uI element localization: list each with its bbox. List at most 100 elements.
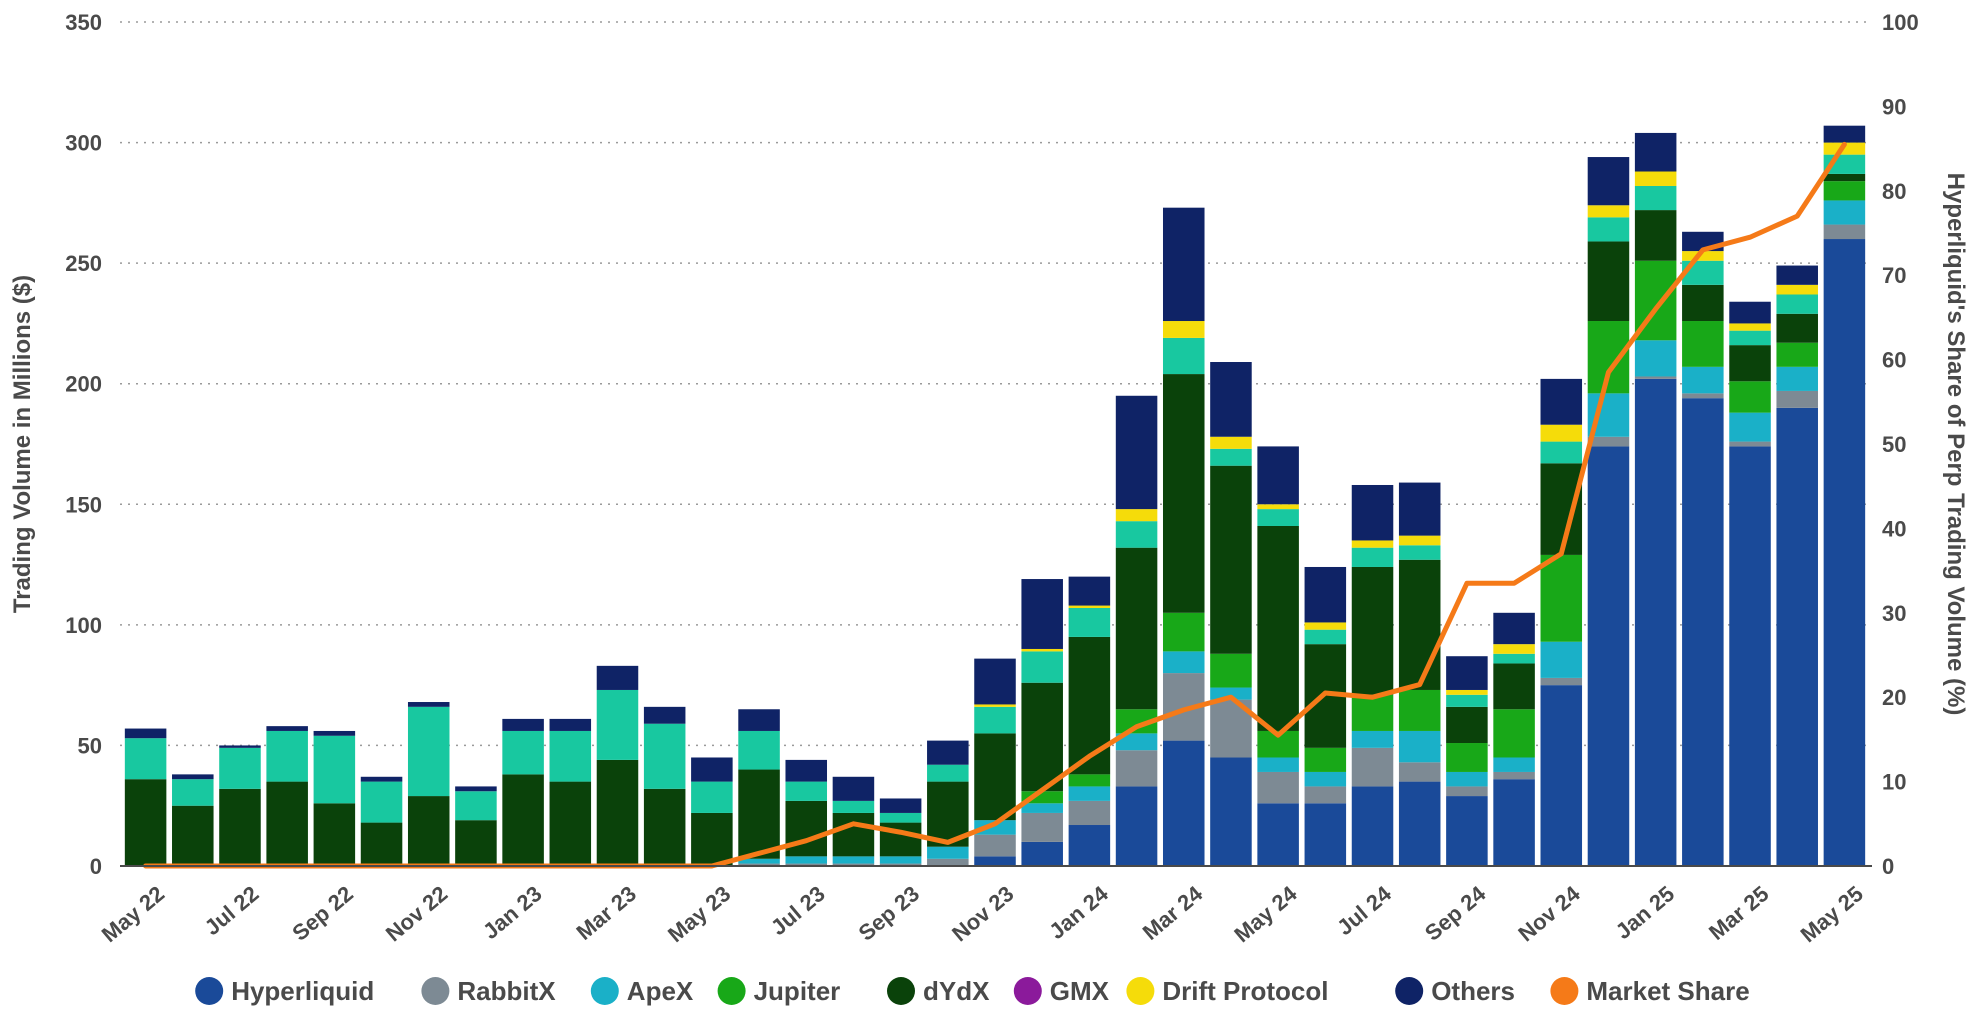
bar-segment-drift-protocol xyxy=(1634,171,1677,186)
bar-segment-teal-segment xyxy=(832,800,875,813)
bar-segment-dydx xyxy=(643,788,686,866)
bar-segment-teal-segment xyxy=(1634,185,1677,211)
bar-segment-hyperliquid xyxy=(1257,803,1299,866)
legend-label: Others xyxy=(1431,976,1515,1006)
bar-segment-apex xyxy=(1021,803,1063,813)
bar-segment-rabbitx xyxy=(1823,224,1866,240)
bar-segment-drift-protocol xyxy=(1115,509,1158,522)
y2-tick-label: 60 xyxy=(1882,348,1906,373)
bar-segment-hyperliquid xyxy=(1729,446,1771,866)
bar-segment-dydx xyxy=(1398,559,1441,690)
bar-segment-jupiter xyxy=(1068,774,1111,787)
legend-swatch xyxy=(1126,977,1155,1005)
x-tick-label: Nov 22 xyxy=(381,881,452,947)
bar-segment-others xyxy=(832,776,875,801)
bar-segment-teal-segment xyxy=(1210,448,1252,466)
bar-segment-dydx xyxy=(1351,566,1394,695)
bar-segment-others xyxy=(549,718,592,731)
bar-segment-teal-segment xyxy=(1351,547,1394,567)
bar-segment-others xyxy=(1446,656,1488,690)
bar-segment-apex xyxy=(1729,412,1771,442)
bar-segment-dydx xyxy=(1729,345,1771,382)
y2-tick-label: 30 xyxy=(1882,601,1906,626)
bar-segment-drift-protocol xyxy=(1162,321,1205,338)
bar-segment-hyperliquid xyxy=(974,856,1016,866)
y2-tick-label: 40 xyxy=(1882,516,1906,541)
bar-segment-hyperliquid xyxy=(1021,841,1063,866)
bar-segment-rabbitx xyxy=(738,863,780,866)
legend-label: Hyperliquid xyxy=(231,976,374,1006)
x-tick-label: Jul 22 xyxy=(200,881,264,940)
legend-swatch xyxy=(1013,977,1042,1005)
legend-swatch xyxy=(1550,977,1579,1005)
bar-segment-others xyxy=(1162,207,1205,322)
bar-segment-drift-protocol xyxy=(1493,644,1535,654)
bar-segment-teal-segment xyxy=(1493,653,1535,664)
bar-segment-others xyxy=(219,745,261,748)
y-tick-label: 350 xyxy=(65,10,102,35)
bar-segment-drift-protocol xyxy=(1257,504,1299,510)
bar-segment-others xyxy=(1823,125,1866,143)
x-tick-label: Jan 24 xyxy=(1044,880,1113,944)
bar-segment-apex xyxy=(1210,687,1252,700)
legend: Hyperliquid RabbitX ApeX Jupiter dYdX GMX Drif… xyxy=(195,976,1750,1006)
y-tick-label: 300 xyxy=(65,131,102,156)
legend-label: Drift Protocol xyxy=(1162,976,1328,1006)
bar-segment-others xyxy=(455,786,497,792)
bar-segment-apex xyxy=(1115,733,1158,751)
bar-segment-others xyxy=(1493,612,1535,645)
bar-segment-teal-segment xyxy=(1162,337,1205,375)
bar-segment-others xyxy=(1304,566,1347,623)
bar-segment-others xyxy=(1540,378,1583,425)
bar-segment-others xyxy=(172,774,214,780)
bar-segment-apex xyxy=(1823,200,1866,225)
bar-segment-jupiter xyxy=(1587,321,1630,394)
bar-segment-rabbitx xyxy=(1729,441,1771,447)
bar-segment-others xyxy=(974,658,1016,705)
bar-segment-jupiter xyxy=(1398,689,1441,731)
bar-segment-drift-protocol xyxy=(1210,436,1252,449)
bar-segment-drift-protocol xyxy=(1351,540,1394,548)
bar-segment-teal-segment xyxy=(407,706,450,797)
legend-label: ApeX xyxy=(627,976,694,1006)
bar-segment-hyperliquid xyxy=(1210,757,1252,866)
bar-segment-hyperliquid xyxy=(1446,796,1488,866)
bar-segment-teal-segment xyxy=(172,779,214,806)
x-tick-label: May 23 xyxy=(663,881,735,947)
bar-segment-dydx xyxy=(1587,241,1630,322)
bar-segment-rabbitx xyxy=(1115,750,1158,787)
bar-segment-others xyxy=(1021,579,1063,649)
bar-segment-others xyxy=(691,757,733,782)
bar-segment-dydx xyxy=(1493,663,1535,710)
bar-segment-rabbitx xyxy=(832,863,875,866)
bar-segment-others xyxy=(1729,301,1771,324)
bar-segment-dydx xyxy=(1210,465,1252,654)
bar-segment-dydx xyxy=(549,781,592,866)
bar-segment-teal-segment xyxy=(927,764,969,782)
bar-segment-hyperliquid xyxy=(1634,378,1677,866)
bar-segment-drift-protocol xyxy=(1729,323,1771,331)
bar-segment-others xyxy=(879,798,922,813)
bar-segment-dydx xyxy=(1823,173,1866,182)
bar-segment-dydx xyxy=(832,812,875,857)
bar-segment-dydx xyxy=(974,733,1016,821)
bar-segment-hyperliquid xyxy=(1823,239,1866,866)
bar-segment-others xyxy=(927,740,969,765)
bar-segment-others xyxy=(266,726,308,731)
bar-segment-apex xyxy=(738,858,780,864)
bar-segment-apex xyxy=(1493,757,1535,772)
bar-segment-hyperliquid xyxy=(1493,779,1535,866)
bar-segment-drift-protocol xyxy=(1398,535,1441,546)
y-tick-label: 200 xyxy=(65,372,102,397)
bar-segment-hyperliquid xyxy=(1351,786,1394,866)
bar-segment-rabbitx xyxy=(1021,812,1063,842)
bar-segment-dydx xyxy=(1257,525,1299,731)
bar-segment-teal-segment xyxy=(549,730,592,782)
bar-segment-dydx xyxy=(691,812,733,866)
bar-segment-jupiter xyxy=(1446,743,1488,772)
bar-segment-teal-segment xyxy=(313,735,356,804)
bars xyxy=(124,125,1866,866)
x-tick-label: Jul 23 xyxy=(766,881,830,940)
x-tick-label: Mar 23 xyxy=(572,881,641,945)
